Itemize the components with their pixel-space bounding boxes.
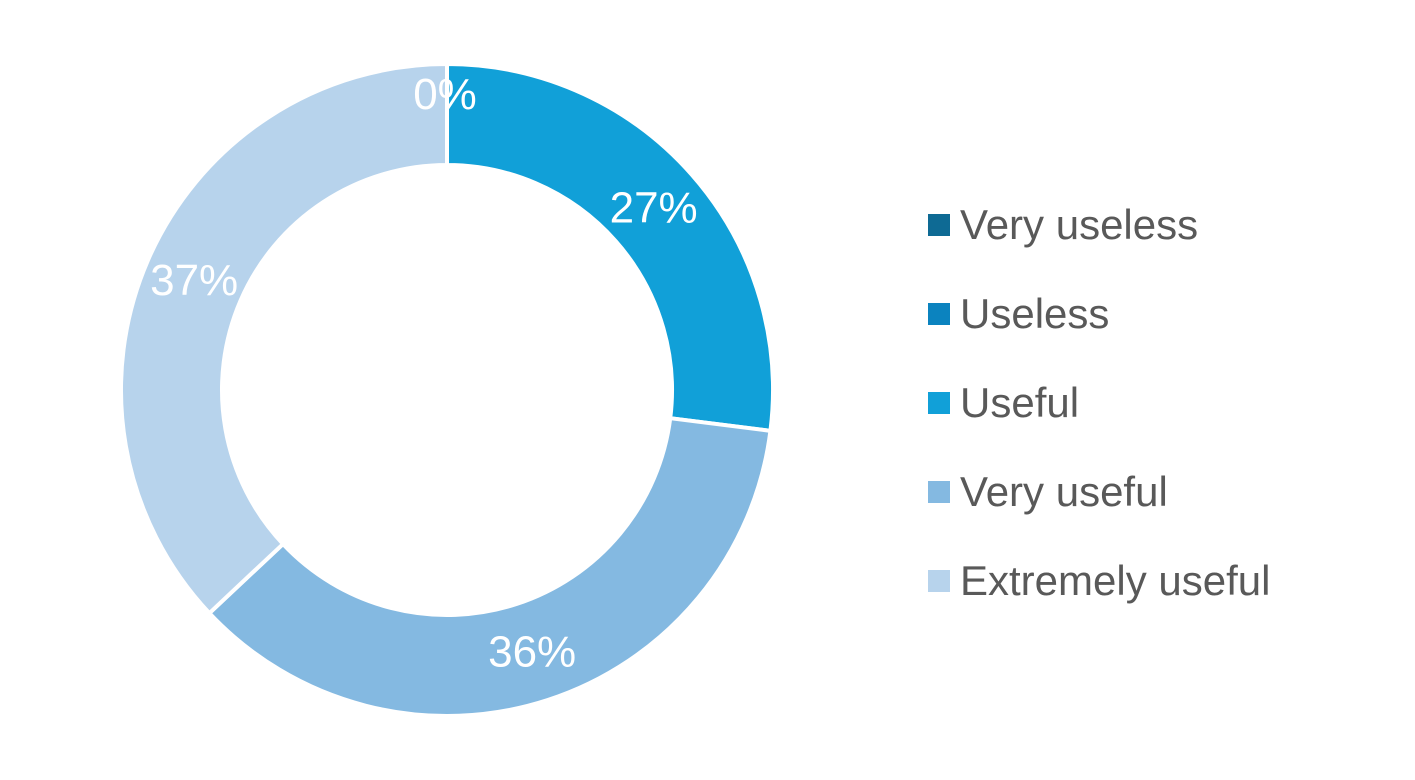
data-label-useful: 27% [610,183,698,232]
slice-very-useful [206,415,773,718]
legend-label: Extremely useful [960,556,1271,604]
slice-useful [445,61,775,434]
legend-swatch [928,569,950,592]
legend: Very useless Useless Useful Very useful Extr… [928,180,1398,625]
legend-item-useless: Useless [928,269,1398,358]
legend-swatch [928,213,950,236]
legend-item-very-useless: Very useless [928,180,1398,269]
legend-label: Useful [960,378,1080,426]
data-label-very-useful: 36% [488,628,576,677]
legend-label: Very useful [960,467,1168,515]
legend-item-extremely-useful: Extremely useful [928,536,1398,625]
donut-data-labels: 0% 27% 36% 37% [150,70,698,677]
donut-plot-area: 0% 27% 36% 37% [119,61,775,718]
legend-swatch [928,391,950,414]
legend-label: Very useless [960,200,1199,248]
legend-item-useful: Useful [928,358,1398,447]
donut-slices [119,61,775,718]
legend-label: Useless [960,289,1110,337]
legend-swatch [928,302,950,325]
legend-item-very-useful: Very useful [928,447,1398,536]
data-label-extremely-useful: 37% [150,256,238,305]
slice-extremely-useful [119,61,449,616]
data-label-very-useless: 0% [413,70,477,119]
legend-swatch [928,480,950,503]
